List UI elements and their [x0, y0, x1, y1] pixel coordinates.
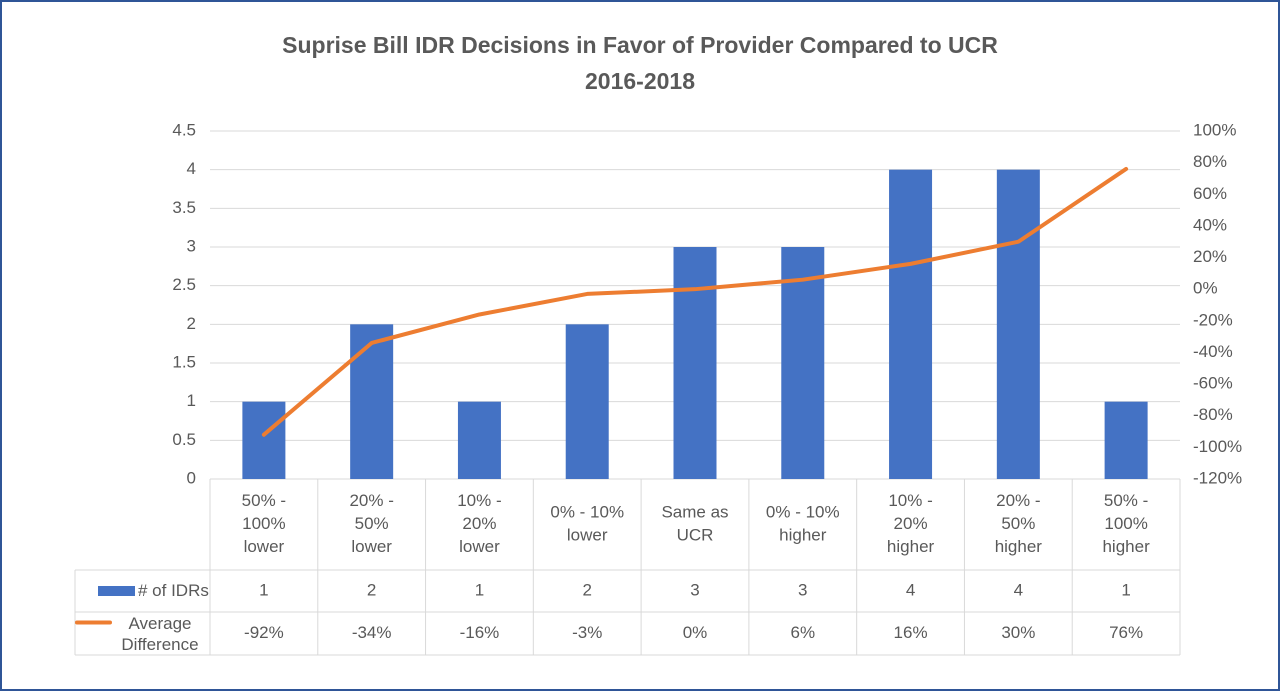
y-tick-label: 1	[187, 391, 196, 410]
x-tick-label: 10% -	[457, 491, 501, 510]
x-tick-label: higher	[995, 537, 1043, 556]
y2-tick-label: -20%	[1193, 310, 1233, 329]
table-value: -34%	[352, 623, 392, 642]
y-tick-label: 2	[187, 314, 196, 333]
table-value: 4	[906, 580, 915, 599]
bar	[457, 401, 501, 479]
y2-tick-label: 80%	[1193, 152, 1227, 171]
legend-label: Average Difference	[121, 613, 199, 654]
x-tick-label: UCR	[677, 525, 714, 544]
bar	[996, 169, 1040, 479]
x-tick-label: 0% - 10%	[766, 502, 840, 521]
y2-tick-label: 20%	[1193, 247, 1227, 266]
legend-key	[98, 586, 135, 596]
x-tick-label: 0% - 10%	[550, 502, 624, 521]
y2-tick-label: -80%	[1193, 405, 1233, 424]
y-tick-label: 1.5	[172, 352, 196, 371]
y2-tick-label: -120%	[1193, 468, 1242, 487]
table-value: 3	[690, 580, 699, 599]
table-value: 6%	[790, 623, 815, 642]
y2-tick-label: 100%	[1193, 120, 1236, 139]
y-tick-label: 3.5	[172, 198, 196, 217]
table-value: -16%	[460, 623, 500, 642]
table-value: 2	[367, 580, 376, 599]
y2-tick-label: -100%	[1193, 437, 1242, 456]
table-value: 0%	[683, 623, 708, 642]
x-tick-label: 20% -	[349, 491, 393, 510]
bar	[565, 324, 609, 479]
x-tick-label: higher	[779, 525, 827, 544]
x-tick-label: lower	[459, 537, 500, 556]
table-value: 3	[798, 580, 807, 599]
x-tick-label: 100%	[242, 514, 285, 533]
y2-tick-label: 0%	[1193, 279, 1218, 298]
table-value: 2	[582, 580, 591, 599]
y2-tick-label: 60%	[1193, 184, 1227, 203]
bar	[1104, 401, 1148, 479]
y-tick-label: 3	[187, 236, 196, 255]
x-tick-label: lower	[244, 537, 285, 556]
x-tick-label: 100%	[1104, 514, 1147, 533]
table-value: 16%	[894, 623, 928, 642]
x-tick-label: higher	[1102, 537, 1150, 556]
y-tick-label: 4.5	[172, 120, 196, 139]
line-series	[261, 166, 1129, 437]
y2-tick-label: -40%	[1193, 342, 1233, 361]
table-value: -3%	[572, 623, 602, 642]
x-tick-label: 20% -	[996, 491, 1040, 510]
x-tick-label: 20%	[462, 514, 496, 533]
bar	[781, 247, 825, 479]
table-value: 1	[475, 580, 484, 599]
chart-title: 2016-2018	[585, 68, 695, 94]
y2-tick-label: -60%	[1193, 374, 1233, 393]
y-tick-label: 0.5	[172, 430, 196, 449]
bar	[242, 401, 286, 479]
bar	[673, 247, 717, 479]
chart-title: Suprise Bill IDR Decisions in Favor of P…	[282, 32, 998, 58]
x-tick-label: 10% -	[888, 491, 932, 510]
x-tick-label: Same as	[661, 502, 728, 521]
x-tick-label: lower	[351, 537, 392, 556]
x-tick-label: 50%	[355, 514, 389, 533]
x-tick-label: 50% -	[1104, 491, 1148, 510]
x-tick-label: lower	[567, 525, 608, 544]
table-value: 76%	[1109, 623, 1143, 642]
y-tick-label: 2.5	[172, 275, 196, 294]
bar	[889, 169, 933, 479]
x-tick-label: 50% -	[242, 491, 286, 510]
x-tick-label: higher	[887, 537, 935, 556]
table-value: 1	[1121, 580, 1130, 599]
y-tick-label: 0	[187, 468, 196, 487]
table-value: 4	[1014, 580, 1023, 599]
table-value: 30%	[1001, 623, 1035, 642]
x-tick-label: 50%	[1001, 514, 1035, 533]
x-tick-label: 20%	[894, 514, 928, 533]
legend-label: # of IDRs	[138, 581, 209, 600]
bar	[350, 324, 394, 479]
table-value: 1	[259, 580, 268, 599]
y-tick-label: 4	[187, 159, 196, 178]
y2-tick-label: 40%	[1193, 215, 1227, 234]
table-value: -92%	[244, 623, 284, 642]
